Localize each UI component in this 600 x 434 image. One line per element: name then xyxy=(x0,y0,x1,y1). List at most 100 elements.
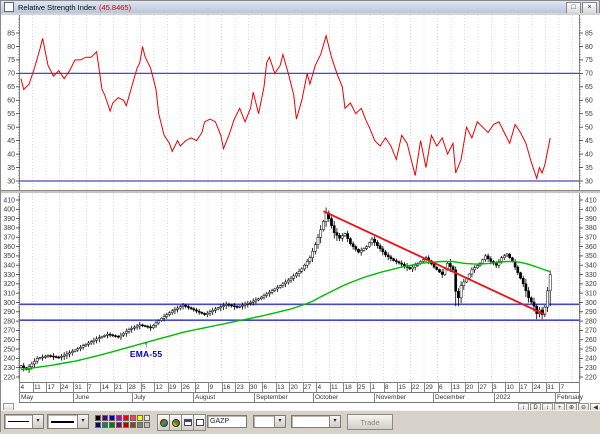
candle-body xyxy=(146,325,150,328)
candle-body xyxy=(230,304,233,307)
candle-body xyxy=(124,331,128,334)
day-tick-separator xyxy=(127,382,128,392)
y-axis-label: 340 xyxy=(3,263,15,270)
color-swatch[interactable] xyxy=(144,422,150,428)
candle-body xyxy=(489,258,493,262)
day-tick-separator xyxy=(140,382,142,392)
page-layout-button[interactable] xyxy=(193,414,206,431)
day-tick-separator xyxy=(505,382,506,392)
color-swatch[interactable] xyxy=(109,422,115,428)
trade-button[interactable]: Trade xyxy=(347,414,393,430)
y-axis-label: 310 xyxy=(3,290,15,297)
color-swatch[interactable] xyxy=(95,415,101,421)
color-swatch[interactable] xyxy=(144,415,150,421)
y-axis-label: 360 xyxy=(3,244,15,251)
line-weight-combo[interactable]: ▾ xyxy=(47,414,89,429)
color-swatch[interactable] xyxy=(123,415,129,421)
style-sphere-button-2[interactable] xyxy=(169,414,182,431)
y-axis-label: 70 xyxy=(585,71,593,78)
y-axis-label: 350 xyxy=(3,253,15,260)
day-label: 5 xyxy=(142,383,146,391)
page-icon xyxy=(195,419,204,426)
ema-annotation: ↑ EMA-55 xyxy=(130,340,162,359)
candle-body xyxy=(286,279,290,283)
candle-body xyxy=(157,320,161,324)
color-swatch[interactable] xyxy=(116,415,122,421)
color-swatch[interactable] xyxy=(102,422,108,428)
y-axis-label: 370 xyxy=(585,235,597,242)
y-axis-label: 230 xyxy=(3,365,15,372)
candle-body xyxy=(343,233,347,237)
chevron-down-icon[interactable]: ▾ xyxy=(77,415,88,428)
color-swatch[interactable] xyxy=(130,422,136,428)
candle-body xyxy=(438,269,441,273)
window-system-icon[interactable] xyxy=(4,2,14,12)
month-separator xyxy=(555,392,556,402)
day-tick-separator xyxy=(491,382,493,392)
candle-body xyxy=(219,306,223,309)
day-tick-separator xyxy=(181,382,182,392)
candle-body xyxy=(68,352,71,355)
candle-body xyxy=(249,301,252,304)
candle-body xyxy=(76,348,80,351)
y-axis-label: 400 xyxy=(585,207,597,214)
color-swatch[interactable] xyxy=(137,415,143,421)
candle-body xyxy=(168,312,171,315)
candle-body xyxy=(89,341,93,344)
day-label: 9 xyxy=(209,383,214,391)
chevron-down-icon[interactable]: ▾ xyxy=(32,415,43,428)
candle-body xyxy=(457,291,460,299)
color-swatch[interactable] xyxy=(130,415,136,421)
candle-body xyxy=(459,285,463,299)
month-separator xyxy=(19,392,20,402)
candle-body xyxy=(527,290,530,299)
color-swatch[interactable] xyxy=(109,415,115,421)
candle-body xyxy=(197,310,201,313)
day-label: 11 xyxy=(331,383,338,391)
day-label: 31 xyxy=(547,383,555,391)
axis-row-border xyxy=(19,402,580,403)
color-swatch[interactable] xyxy=(116,422,122,428)
chevron-down-icon[interactable]: ▾ xyxy=(329,416,340,427)
chevron-down-icon[interactable]: ▾ xyxy=(274,416,285,427)
y-axis-label: 330 xyxy=(585,272,597,279)
candle-body xyxy=(97,337,101,340)
template-combo[interactable]: ▾ xyxy=(291,415,341,428)
candle-body xyxy=(400,262,404,265)
candle-body xyxy=(270,290,274,293)
month-separator xyxy=(132,392,133,402)
candle-body xyxy=(548,274,552,292)
candle-body xyxy=(62,354,66,357)
y-axis-label: 220 xyxy=(3,374,15,381)
candle-body xyxy=(273,288,277,291)
y-axis-label: 280 xyxy=(585,318,597,325)
day-tick-separator xyxy=(154,382,155,392)
candle-body xyxy=(470,269,474,275)
chart-plot-area[interactable]: 30 30 35 35 40 40 45 45 50 50 55 55 60 60 65 65 70 70 75 75… xyxy=(1,13,600,413)
candle-body xyxy=(378,245,382,250)
day-label: 12 xyxy=(155,383,163,391)
period-combo[interactable]: ▾ xyxy=(253,415,286,428)
candle-body xyxy=(49,355,53,357)
day-tick-separator xyxy=(275,382,277,392)
line-style-combo[interactable]: ▾ xyxy=(4,414,44,429)
candle-body xyxy=(322,221,325,231)
chart-canvas: 30 30 35 35 40 40 45 45 50 50 55 55 60 60 65 65 70 70 75 75… xyxy=(1,13,600,385)
color-swatch[interactable] xyxy=(123,422,129,428)
candle-body xyxy=(392,258,395,261)
day-tick-separator xyxy=(329,382,331,392)
candle-body xyxy=(357,249,360,253)
y-axis-label: 60 xyxy=(585,98,593,105)
candle-body xyxy=(340,235,344,239)
month-label: September xyxy=(256,393,288,401)
symbol-input[interactable] xyxy=(207,415,247,428)
candle-body xyxy=(192,308,196,311)
color-swatch[interactable] xyxy=(102,415,108,421)
color-swatch[interactable] xyxy=(137,422,143,428)
color-swatch[interactable] xyxy=(95,422,101,428)
candle-body xyxy=(351,243,355,247)
candle-body xyxy=(254,299,258,302)
candle-body xyxy=(365,246,368,249)
candle-body xyxy=(262,295,266,298)
candle-body xyxy=(494,263,498,266)
